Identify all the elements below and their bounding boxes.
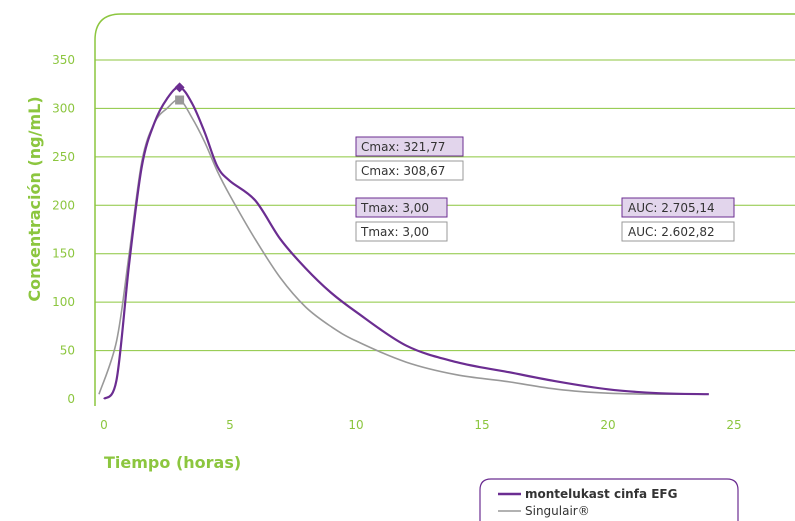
series-line-montelukast — [103, 86, 709, 400]
y-tick-labels: 0 50 100 150 200 250 300 350 — [52, 53, 75, 406]
plot-frame — [94, 13, 795, 406]
annotation-cmax-singulair: Cmax: 308,67 — [355, 160, 464, 181]
legend: montelukast cinfa EFG Singulair® — [479, 478, 739, 521]
legend-label-montelukast: montelukast cinfa EFG — [525, 487, 677, 501]
peak-markers — [174, 82, 185, 105]
legend-label-singulair: Singulair® — [525, 504, 590, 518]
annotation-text: Tmax: 3,00 — [360, 225, 429, 239]
x-tick-labels: 0 5 10 15 20 25 — [100, 418, 741, 432]
y-tick-label: 350 — [52, 53, 75, 67]
y-tick-label: 300 — [52, 101, 75, 115]
y-tick-label: 50 — [60, 344, 75, 358]
x-tick-label: 10 — [348, 418, 363, 432]
x-axis-title: Tiempo (horas) — [104, 453, 241, 472]
annotation-tmax-singulair: Tmax: 3,00 — [355, 221, 448, 242]
annotation-text: Cmax: 321,77 — [361, 140, 445, 154]
annotation-cmax-montelukast: Cmax: 321,77 — [355, 136, 464, 157]
annotation-auc-montelukast: AUC: 2.705,14 — [621, 197, 735, 218]
annotation-text: AUC: 2.602,82 — [628, 225, 715, 239]
x-tick-label: 20 — [600, 418, 615, 432]
series-lines — [98, 86, 709, 400]
peak-marker-singulair — [175, 95, 185, 105]
annotation-auc-singulair: AUC: 2.602,82 — [621, 221, 735, 242]
y-axis-title: Concentración (ng/mL) — [25, 96, 44, 301]
annotation-text: Cmax: 308,67 — [361, 164, 445, 178]
y-tick-label: 200 — [52, 198, 75, 212]
y-tick-label: 0 — [67, 392, 75, 406]
y-tick-label: 150 — [52, 247, 75, 261]
annotation-tmax-montelukast: Tmax: 3,00 — [355, 197, 448, 218]
y-tick-label: 250 — [52, 150, 75, 164]
annotation-text: AUC: 2.705,14 — [628, 201, 715, 215]
x-tick-label: 5 — [226, 418, 234, 432]
x-tick-label: 25 — [726, 418, 741, 432]
x-tick-label: 0 — [100, 418, 108, 432]
annotation-text: Tmax: 3,00 — [360, 201, 429, 215]
x-tick-label: 15 — [474, 418, 489, 432]
peak-marker-montelukast — [174, 82, 185, 93]
y-tick-label: 100 — [52, 295, 75, 309]
